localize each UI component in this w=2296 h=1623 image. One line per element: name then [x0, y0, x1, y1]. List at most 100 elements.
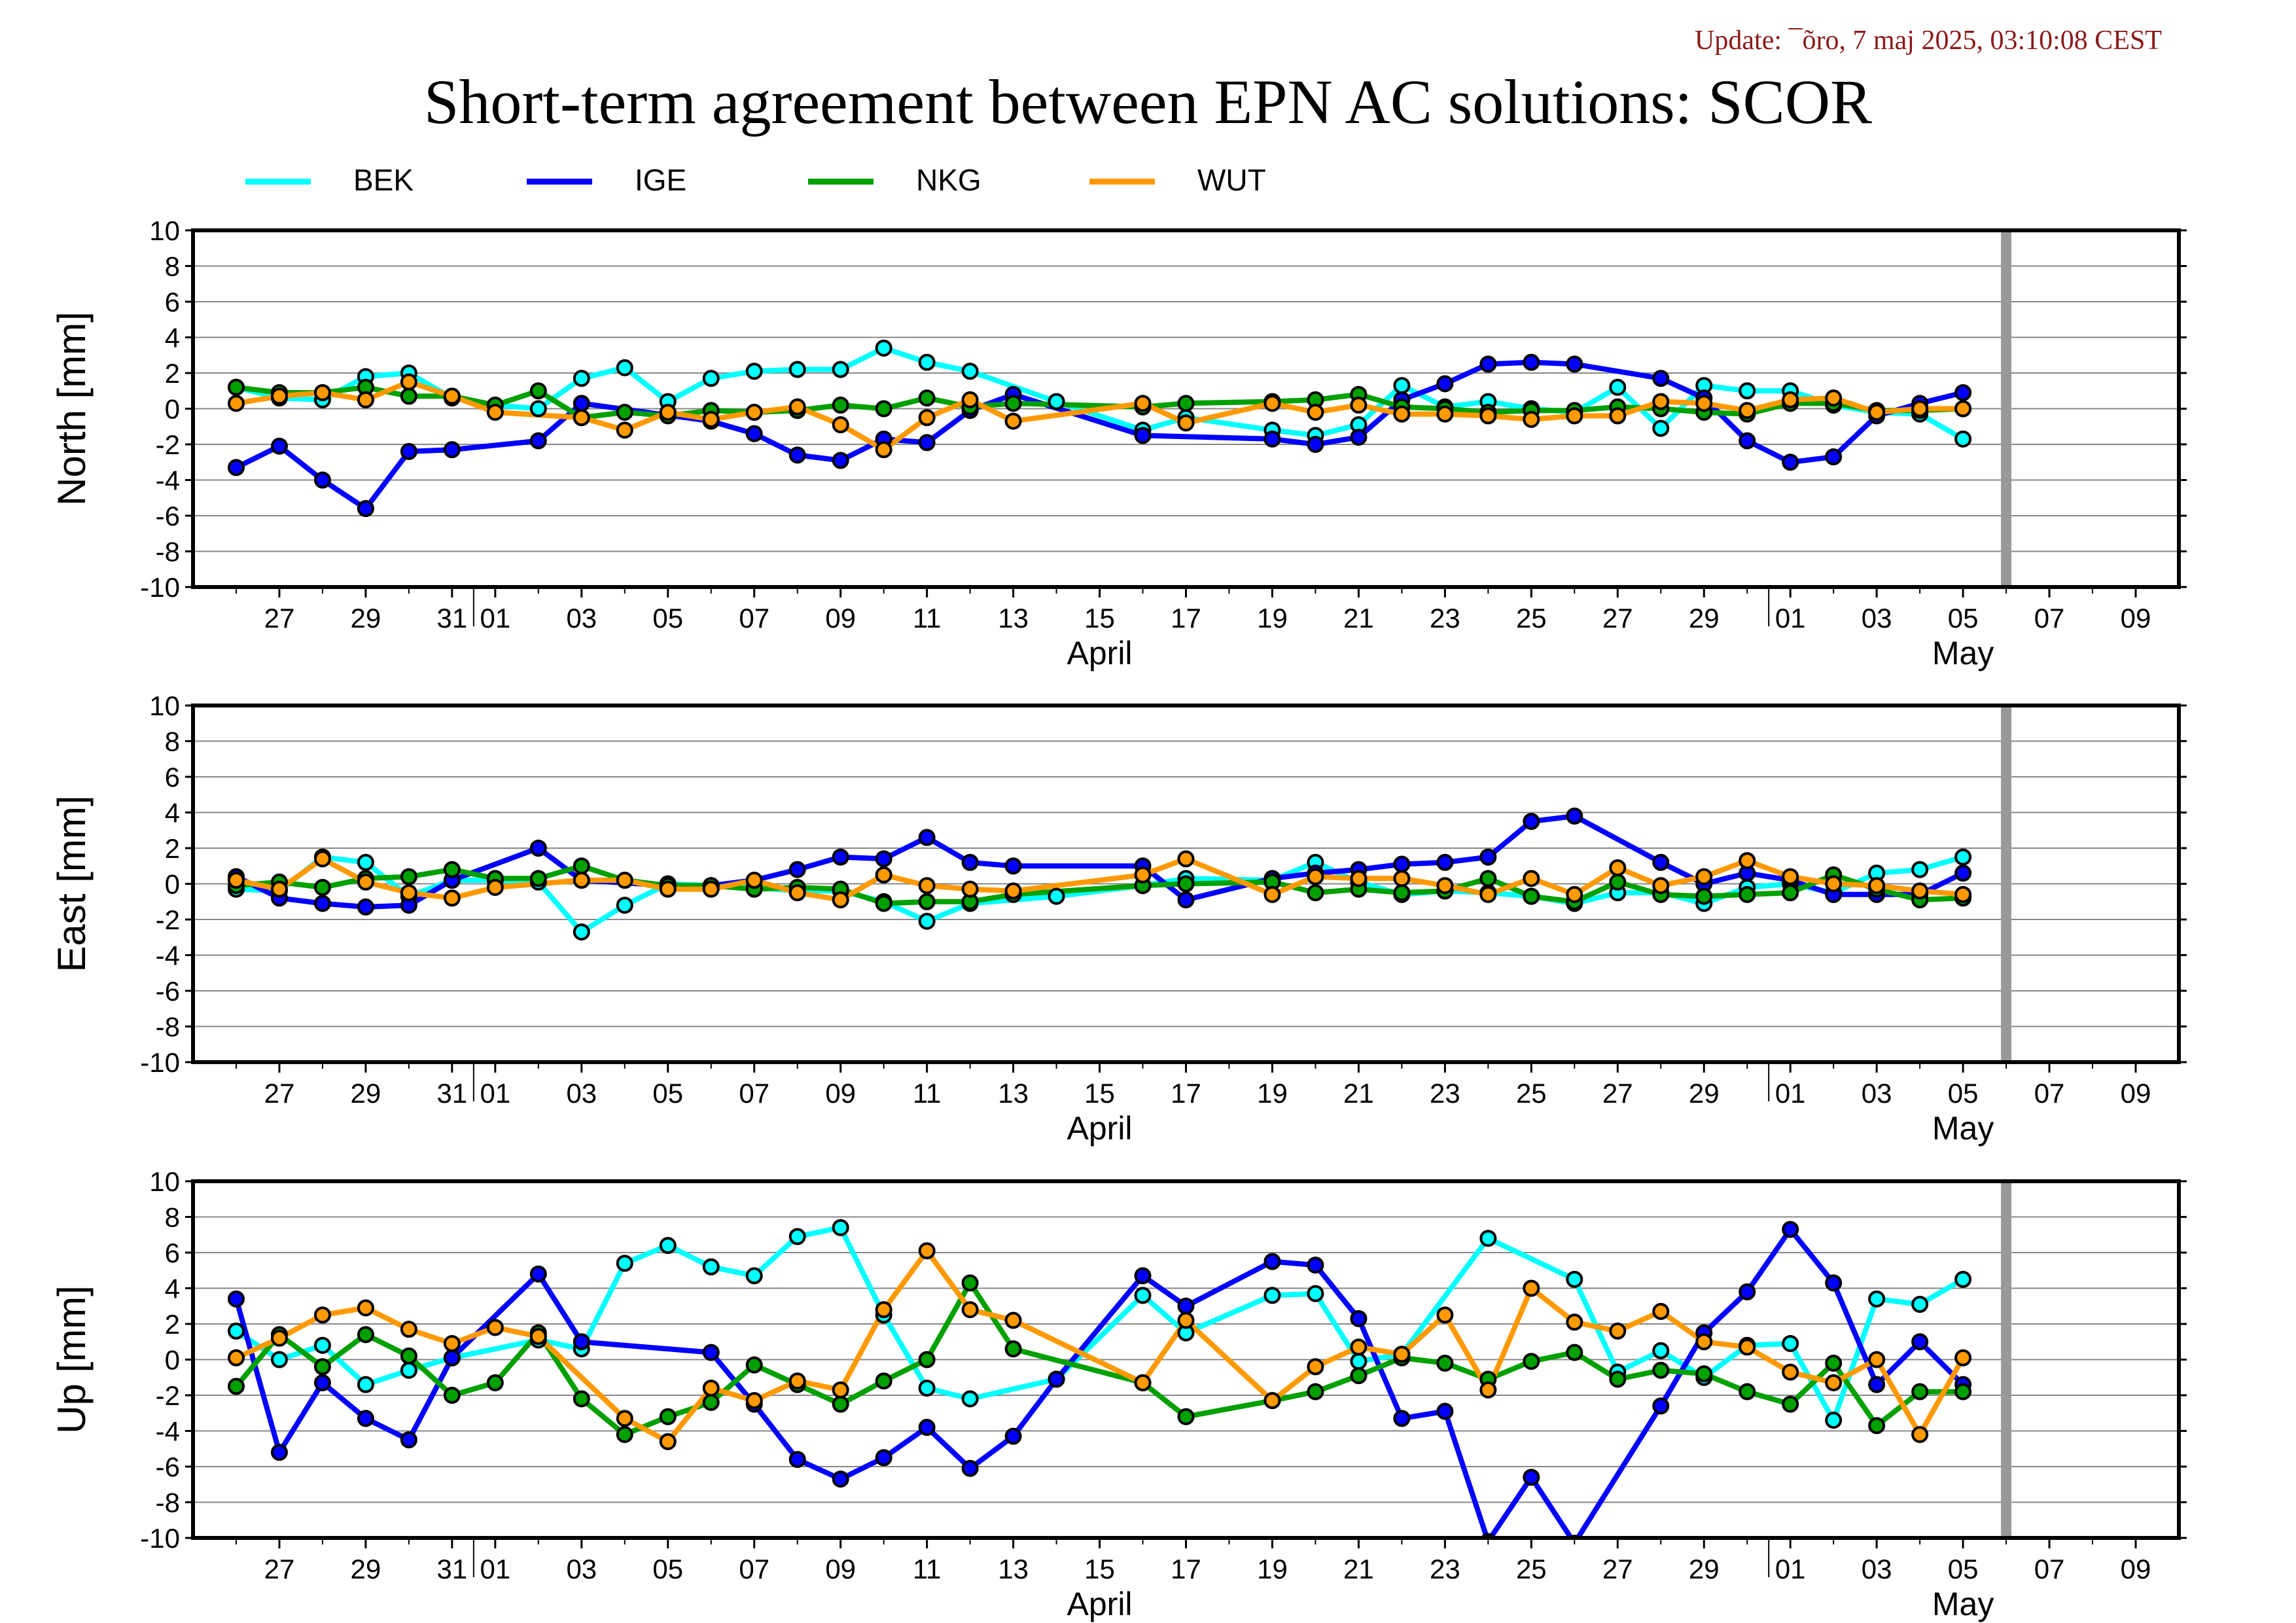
y-tick-label: -4: [156, 465, 180, 496]
data-point-bek: [659, 1237, 677, 1255]
x-tick-label: 25: [1516, 1078, 1547, 1109]
data-point-wut: [1436, 877, 1454, 895]
data-point-ige: [357, 898, 374, 916]
data-point-ige: [1436, 853, 1454, 871]
x-tick-label: 29: [351, 1078, 381, 1109]
x-tick-label: 15: [1084, 1554, 1115, 1584]
data-point-ige: [1566, 807, 1583, 825]
data-point-ige: [1393, 1410, 1411, 1427]
x-tick-label: 11: [913, 1078, 942, 1109]
data-point-bek: [788, 1228, 806, 1245]
data-point-ige: [573, 395, 590, 412]
y-tick-label: -2: [156, 1380, 180, 1411]
data-point-wut: [1825, 875, 1843, 893]
data-point-nkg: [529, 870, 547, 887]
data-point-nkg: [1307, 1383, 1324, 1400]
x-tick-label: 01: [480, 1078, 510, 1109]
data-point-wut: [702, 880, 720, 898]
data-point-ige: [1393, 855, 1411, 873]
x-tick-label: 03: [1862, 1554, 1892, 1584]
data-point-wut: [702, 410, 720, 428]
y-tick-label: 6: [165, 287, 180, 317]
x-tick-label: 27: [1602, 1078, 1633, 1109]
x-tick-label: 05: [1948, 603, 1979, 633]
data-point-ige: [1479, 848, 1497, 866]
data-point-wut: [313, 383, 331, 401]
data-point-nkg: [918, 389, 936, 407]
data-point-nkg: [1695, 1365, 1713, 1383]
data-point-nkg: [832, 1395, 849, 1413]
data-point-wut: [1782, 1363, 1799, 1381]
x-tick-label: 23: [1430, 603, 1460, 633]
data-point-bek: [918, 1380, 936, 1397]
x-tick-label: 11: [913, 603, 942, 633]
panel-frame: [191, 228, 2181, 589]
data-point-wut: [616, 421, 633, 439]
data-point-bek: [227, 1322, 245, 1340]
x-tick-label: 05: [652, 1078, 683, 1109]
data-point-wut: [1263, 395, 1281, 412]
x-tick-label: 19: [1257, 1554, 1288, 1584]
data-point-nkg: [616, 403, 633, 421]
data-point-nkg: [1177, 395, 1195, 412]
data-point-ige: [1134, 1267, 1152, 1285]
data-point-ige: [1523, 1469, 1540, 1486]
data-point-ige: [1868, 1376, 1886, 1393]
data-point-wut: [1695, 395, 1713, 412]
data-point-nkg: [1782, 884, 1799, 902]
x-tick-label: 17: [1171, 1554, 1201, 1584]
data-point-wut: [1954, 400, 1972, 418]
data-point-ige: [1004, 857, 1022, 875]
data-point-bek: [616, 359, 633, 376]
data-point-wut: [486, 1319, 504, 1336]
data-point-wut: [1954, 885, 1972, 903]
data-point-wut: [1911, 882, 1929, 900]
x-tick-label: 25: [1516, 1554, 1547, 1584]
data-point-wut: [1652, 877, 1670, 895]
data-point-wut: [1739, 402, 1756, 419]
legend-label: IGE: [635, 163, 687, 197]
data-point-ige: [1739, 432, 1756, 450]
data-point-bek: [832, 361, 849, 378]
data-point-bek: [788, 361, 806, 378]
data-point-nkg: [702, 1393, 720, 1411]
x-tick-label: 13: [998, 1554, 1029, 1584]
x-tick-label: 27: [264, 603, 295, 633]
y-tick-label: -10: [140, 1047, 180, 1078]
data-point-ige: [443, 441, 461, 459]
data-point-wut: [313, 1306, 331, 1324]
data-point-ige: [832, 848, 849, 866]
y-tick-label: 2: [165, 358, 180, 389]
data-point-ige: [1825, 1274, 1843, 1292]
x-tick-label: 27: [264, 1554, 295, 1584]
data-point-wut: [1695, 868, 1713, 885]
data-point-wut: [875, 441, 892, 459]
data-point-ige: [573, 1333, 590, 1351]
x-tick-label: 07: [739, 603, 769, 633]
data-point-wut: [1393, 405, 1411, 423]
data-point-nkg: [400, 1347, 417, 1365]
data-point-bek: [745, 363, 763, 380]
data-point-nkg: [1609, 873, 1627, 891]
data-point-wut: [400, 373, 417, 391]
data-point-wut: [745, 1392, 763, 1410]
x-tick-label: 25: [1516, 603, 1547, 633]
data-point-nkg: [573, 857, 590, 875]
data-point-bek: [1350, 1353, 1368, 1370]
data-point-ige: [313, 895, 331, 912]
data-point-wut: [788, 1372, 806, 1390]
data-point-wut: [659, 403, 677, 421]
x-tick-label: 01: [1775, 1554, 1806, 1584]
data-point-bek: [1954, 1270, 1972, 1288]
data-point-bek: [961, 1390, 979, 1408]
month-label-may: May: [1932, 1586, 1994, 1622]
x-tick-label: 13: [998, 603, 1029, 633]
data-point-wut: [1350, 397, 1368, 414]
data-point-wut: [788, 884, 806, 902]
data-point-nkg: [1177, 1408, 1195, 1425]
y-axis-label: Up [mm]: [50, 1285, 94, 1434]
data-point-wut: [1307, 403, 1324, 421]
data-point-bek: [918, 353, 936, 371]
x-tick-label: 17: [1171, 603, 1201, 633]
